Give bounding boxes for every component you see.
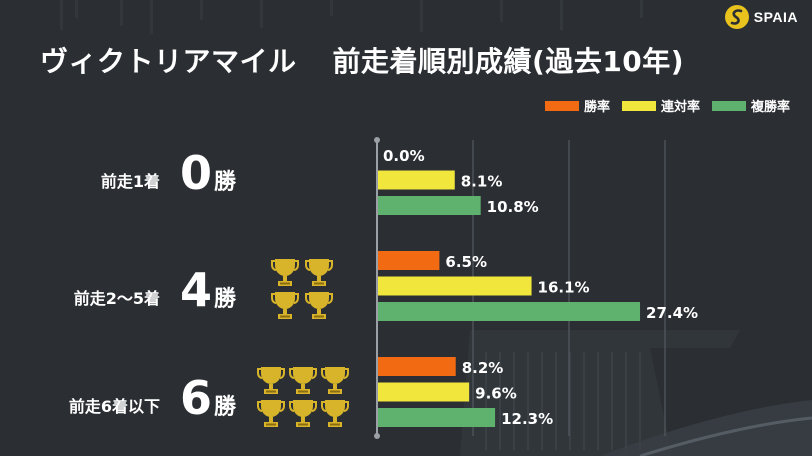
wins-count: 6 bbox=[180, 371, 213, 425]
trophy-icon bbox=[305, 259, 333, 286]
data-label-win-1: 6.5% bbox=[445, 253, 487, 271]
trophy-icon bbox=[271, 259, 299, 286]
bar-place-2 bbox=[378, 408, 496, 427]
data-label-win-0: 0.0% bbox=[383, 147, 425, 165]
wins-unit: 勝 bbox=[214, 287, 237, 312]
title-race: ヴィクトリアマイル bbox=[40, 45, 297, 78]
wins-second-to-fifth: 4勝 bbox=[180, 263, 236, 317]
trophy-icon bbox=[305, 292, 333, 319]
data-label-place-0: 10.8% bbox=[487, 198, 539, 216]
data-label-win-2: 8.2% bbox=[462, 359, 504, 377]
page-title: ヴィクトリアマイル 前走着順別成績(過去10年) bbox=[40, 40, 684, 80]
axis-end-dot bbox=[374, 433, 380, 439]
bar-win-1 bbox=[378, 251, 440, 270]
trophy-icon bbox=[257, 400, 285, 427]
trophy-group-second-to-fifth bbox=[271, 259, 333, 319]
bar-quinella-2 bbox=[378, 382, 470, 402]
legend-item-quinella: 連対率 bbox=[621, 96, 700, 115]
wins-count: 0 bbox=[180, 146, 213, 200]
spaia-logo-icon bbox=[724, 5, 749, 29]
data-label-quinella-2: 9.6% bbox=[475, 385, 517, 403]
data-label-place-1: 27.4% bbox=[646, 304, 698, 322]
wins-unit: 勝 bbox=[214, 170, 237, 195]
brand-logo: SPAIA bbox=[724, 4, 798, 30]
row-label-first: 前走1着 bbox=[100, 172, 160, 191]
legend-swatch-win bbox=[544, 100, 579, 111]
bar-place-0 bbox=[378, 196, 481, 215]
axis-end-dot bbox=[374, 137, 380, 143]
legend-item-place: 複勝率 bbox=[711, 96, 790, 115]
legend-label-place: 複勝率 bbox=[750, 100, 790, 115]
legend-label-quinella: 連対率 bbox=[660, 100, 700, 115]
title-subject: 前走着順別成績(過去10年) bbox=[332, 45, 685, 78]
bar-quinella-1 bbox=[378, 276, 532, 296]
trophy-icon bbox=[289, 400, 317, 427]
trophy-icon bbox=[271, 292, 299, 319]
trophy-icon bbox=[321, 367, 349, 394]
trophy-icon bbox=[257, 367, 285, 394]
data-label-place-2: 12.3% bbox=[501, 410, 553, 428]
legend-item-win: 勝率 bbox=[544, 96, 610, 115]
bar-quinella-0 bbox=[378, 170, 455, 190]
data-label-quinella-0: 8.1% bbox=[461, 173, 503, 191]
legend-swatch-quinella bbox=[621, 100, 656, 111]
legend-swatch-place bbox=[711, 100, 746, 111]
wins-count: 4 bbox=[180, 263, 213, 317]
bar-place-1 bbox=[378, 302, 641, 321]
trophy-group-sixth-or-lower bbox=[257, 367, 349, 427]
wins-first: 0勝 bbox=[180, 146, 236, 200]
legend-label-win: 勝率 bbox=[583, 100, 610, 115]
row-label-second-to-fifth: 前走2～5着 bbox=[73, 289, 160, 308]
chart-legend: 勝率 連対率 複勝率 bbox=[544, 96, 790, 115]
bar-win-2 bbox=[378, 357, 456, 376]
wins-unit: 勝 bbox=[214, 395, 237, 420]
brand-name: SPAIA bbox=[753, 9, 798, 25]
trophy-icon bbox=[321, 400, 349, 427]
data-label-quinella-1: 16.1% bbox=[538, 279, 590, 297]
trophy-icon bbox=[289, 367, 317, 394]
wins-sixth-or-lower: 6勝 bbox=[180, 371, 236, 425]
row-label-sixth-or-lower: 前走6着以下 bbox=[68, 397, 160, 416]
